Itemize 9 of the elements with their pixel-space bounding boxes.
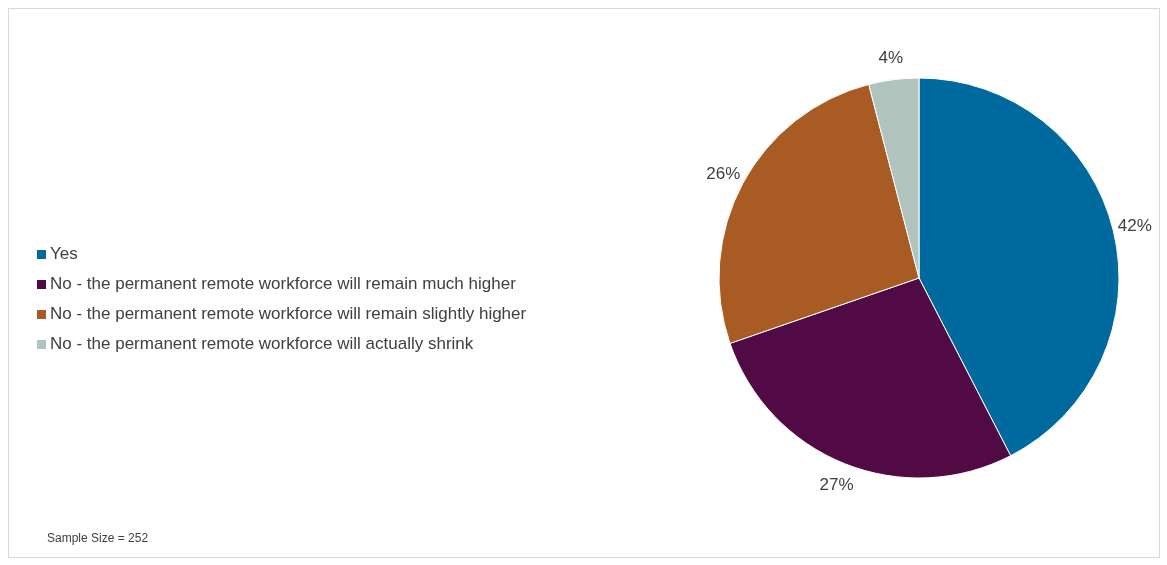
data-label: 26%	[706, 163, 741, 183]
legend-label: No - the permanent remote workforce will actually shrink	[50, 334, 474, 354]
legend-label: Yes	[50, 244, 78, 264]
data-label: 27%	[819, 474, 854, 494]
data-label: 42%	[1117, 216, 1152, 236]
data-label: 4%	[878, 48, 904, 68]
legend-label: No - the permanent remote workforce will remain much higher	[50, 274, 516, 294]
text: Sample Size = 252	[47, 531, 149, 545]
legend-label: No - the permanent remote workforce will remain slightly higher	[50, 304, 527, 324]
